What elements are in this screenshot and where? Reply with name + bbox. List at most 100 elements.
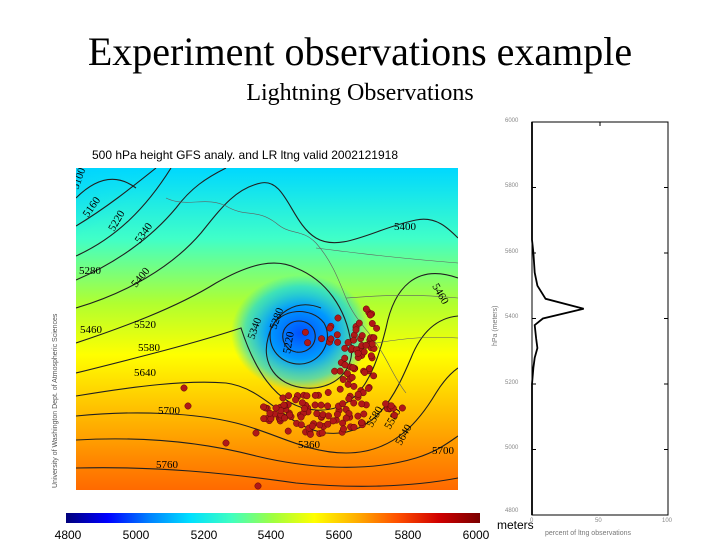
lightning-strike [352,326,360,334]
lightning-strike [285,392,293,400]
lightning-strike [266,409,274,417]
lightning-strike [311,401,319,409]
profile-x-tick: 100 [662,518,673,524]
lightning-strike [366,311,374,319]
lightning-strike [252,429,260,437]
profile-y-tick: 5800 [505,183,519,189]
lightning-strike [349,364,357,372]
lightning-strike [306,430,314,438]
height-contours [76,168,458,487]
lightning-strike [355,319,363,327]
map-credit: University of Washington Dept. of Atmosp… [52,313,59,488]
lightning-strike [329,417,337,425]
lightning-strikes [180,305,406,490]
lightning-strike [184,402,192,410]
lightning-profile [531,121,669,516]
lightning-strike [387,402,395,410]
lightning-strike [370,334,378,342]
lightning-strike [341,344,349,352]
lightning-strike [365,365,373,372]
colorbar-tick: 5200 [190,528,218,542]
colorbar-tick: 5600 [325,528,353,542]
lightning-strike [318,335,325,343]
lightning-strike [318,429,326,437]
lightning-strike [341,361,349,369]
lightning-strike [324,402,332,410]
contour-label: 5460 [80,324,103,336]
profile-y-tick: 5600 [505,249,519,255]
contour-label: 5220 [281,330,297,354]
contour-label: 5280 [79,265,102,277]
lightning-strike [334,338,342,346]
colorbar-tick: 6000 [462,528,490,542]
lightning-strike [324,420,332,428]
contour-label: 5520 [134,319,157,331]
lightning-strike [303,392,311,400]
lightning-strike [333,331,341,339]
profile-frame [531,121,669,516]
lightning-strike [297,413,305,421]
slide-title: Experiment observations example [87,29,633,74]
lightning-strike [361,369,369,376]
lightning-strike [304,339,312,347]
lightning-strike [350,382,358,390]
lightning-strike [279,394,287,402]
lightning-strike [292,396,300,404]
lightning-strike [358,419,366,427]
lightning-strike [345,395,353,403]
lightning-strike [350,336,358,344]
lightning-strike [281,414,289,422]
lightning-strike [313,410,321,418]
lightning-strike [360,410,368,418]
colorbar-tick: 5800 [394,528,422,542]
lightning-strike [301,328,309,336]
lightning-strike [260,415,268,423]
colorbar-tick: 5000 [122,528,150,542]
lightning-strike [340,425,347,433]
profile-x-label: percent of ltng observations [545,530,631,537]
contour-label: 5760 [156,459,179,471]
colorbar-unit: meters [497,518,534,532]
lightning-strike [336,385,344,393]
lightning-strike [284,427,292,435]
lightning-strike [390,411,398,419]
profile-y-tick: 5400 [505,314,519,320]
lightning-strike [222,439,230,447]
profile-y-label: hPa (meters) [492,305,499,346]
colorbar [66,513,480,523]
lightning-strike [365,384,372,392]
lightning-strike [339,376,347,383]
lightning-strike [339,400,347,408]
lightning-strike [325,412,332,420]
lightning-strike [358,400,366,408]
lightning-strike [326,324,334,332]
profile-ticks [531,121,669,516]
height-map: 5100 5160 5220 5280 5340 5400 5460 5520 … [76,168,458,490]
northwest-low-shading [76,168,186,263]
contour-label: 5700 [432,445,455,457]
profile-line [531,122,584,515]
contour-label: 5640 [134,367,157,379]
lightning-strike [297,421,305,429]
lightning-strike [298,399,306,407]
profile-y-tick: 6000 [505,118,519,124]
profile-x-tick: 50 [595,518,602,524]
coastlines [165,197,458,394]
lightning-strike [327,335,335,343]
lightning-strike [336,367,344,375]
lightning-strike [308,422,316,430]
lightning-strike [348,373,356,381]
lightning-strike [316,421,324,429]
lightning-strike [362,341,370,349]
contour-labels: 5100 5160 5220 5280 5340 5400 5460 5520 … [76,168,455,471]
contour-label: 5360 [298,439,321,451]
map-heading: 500 hPa height GFS analy. and LR ltng va… [92,148,398,162]
contour-label: 5580 [138,342,161,354]
closed-low-shading [231,275,371,391]
lightning-strike [311,391,319,399]
profile-y-tick: 4800 [505,508,519,514]
lightning-strike [301,405,308,412]
contour-label: 5700 [158,405,181,417]
lightning-strike [334,314,342,322]
lightning-strike [358,332,366,340]
